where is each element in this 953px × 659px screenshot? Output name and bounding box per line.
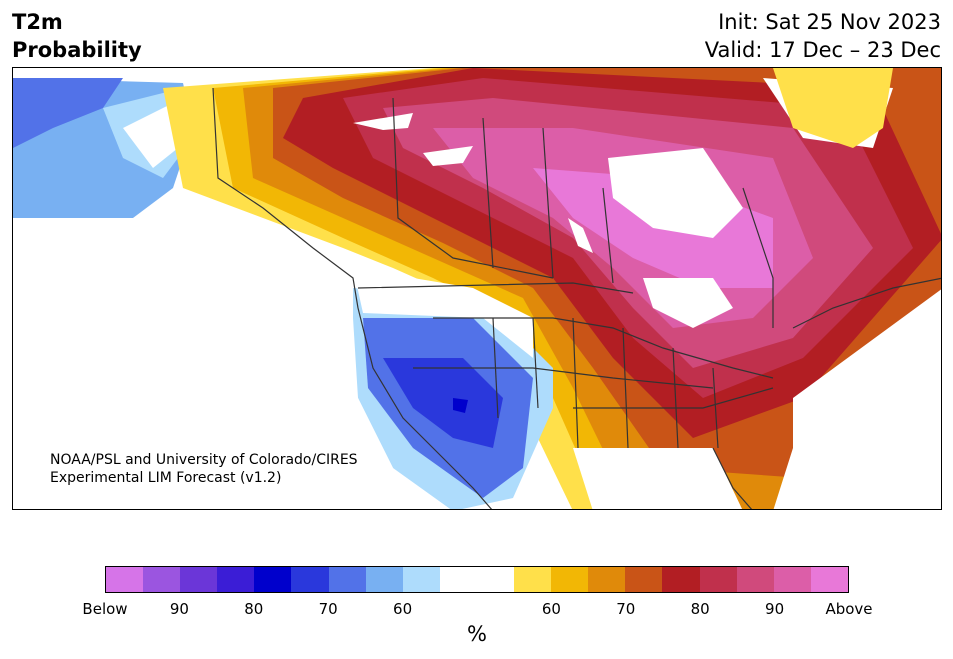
region-hudson-bay — [608, 148, 743, 238]
map-canvas — [13, 68, 941, 509]
colorbar-tick-label: 80 — [244, 600, 264, 618]
colorbar-tick-label: Below — [82, 600, 128, 618]
colorbar — [105, 566, 849, 593]
colorbar-segment — [476, 567, 515, 592]
colorbar-tick-label: Above — [825, 600, 873, 618]
colorbar-tick-label: 90 — [765, 600, 785, 618]
colorbar-segment — [736, 567, 774, 592]
lake-great-bear — [353, 113, 413, 130]
region-pacific — [13, 218, 431, 509]
colorbar-segment — [217, 567, 255, 592]
region-gulf — [573, 448, 743, 509]
colorbar-segment — [106, 567, 144, 592]
region-alaska-cold-strong — [13, 78, 123, 148]
colorbar-tick-label: 90 — [169, 600, 189, 618]
colorbar-segment — [365, 567, 403, 592]
colorbar-segment — [514, 567, 552, 592]
lake-great-slave — [423, 146, 473, 166]
lake-winnipeg — [568, 218, 593, 253]
colorbar-segment — [402, 567, 440, 592]
title-line-2: Probability — [12, 38, 142, 62]
colorbar-segment — [588, 567, 626, 592]
colorbar-segment — [662, 567, 700, 592]
colorbar-tick-label: 70 — [616, 600, 636, 618]
region-sw-core — [453, 398, 468, 413]
colorbar-tick-label: 60 — [393, 600, 413, 618]
colorbar-segment — [699, 567, 737, 592]
region-greenland-yellow — [773, 68, 893, 148]
title-line-1: T2m — [12, 10, 63, 34]
colorbar-segment — [143, 567, 181, 592]
map-title: T2m Probability — [12, 8, 142, 64]
region-neutral-west — [353, 268, 533, 358]
probability-map: NOAA/PSL and University of Colorado/CIRE… — [12, 67, 942, 510]
colorbar-segment — [180, 567, 218, 592]
colorbar-segment — [625, 567, 663, 592]
region-sw-cold-strong — [383, 358, 503, 448]
colorbar-tick-label: 80 — [690, 600, 710, 618]
map-credit: NOAA/PSL and University of Colorado/CIRE… — [50, 451, 358, 487]
valid-date: Valid: 17 Dec – 23 Dec — [704, 38, 941, 62]
colorbar-segment — [773, 567, 811, 592]
colorbar-segment — [328, 567, 366, 592]
colorbar-segment — [551, 567, 589, 592]
colorbar-unit: % — [467, 622, 487, 646]
colorbar-segment — [439, 567, 477, 592]
forecast-dates: Init: Sat 25 Nov 2023 Valid: 17 Dec – 23… — [705, 8, 941, 64]
colorbar-tick-label: 70 — [318, 600, 338, 618]
colorbar-segment — [810, 567, 848, 592]
region-great-lakes — [643, 278, 733, 328]
colorbar-segment — [254, 567, 292, 592]
map-borders — [212, 87, 941, 509]
init-date: Init: Sat 25 Nov 2023 — [718, 10, 941, 34]
region-atlantic — [773, 289, 941, 509]
colorbar-tick-label: 60 — [541, 600, 561, 618]
credit-line-1: NOAA/PSL and University of Colorado/CIRE… — [50, 452, 358, 468]
colorbar-segment — [291, 567, 329, 592]
credit-line-2: Experimental LIM Forecast (v1.2) — [50, 470, 282, 486]
region-alaska-white — [123, 103, 178, 168]
